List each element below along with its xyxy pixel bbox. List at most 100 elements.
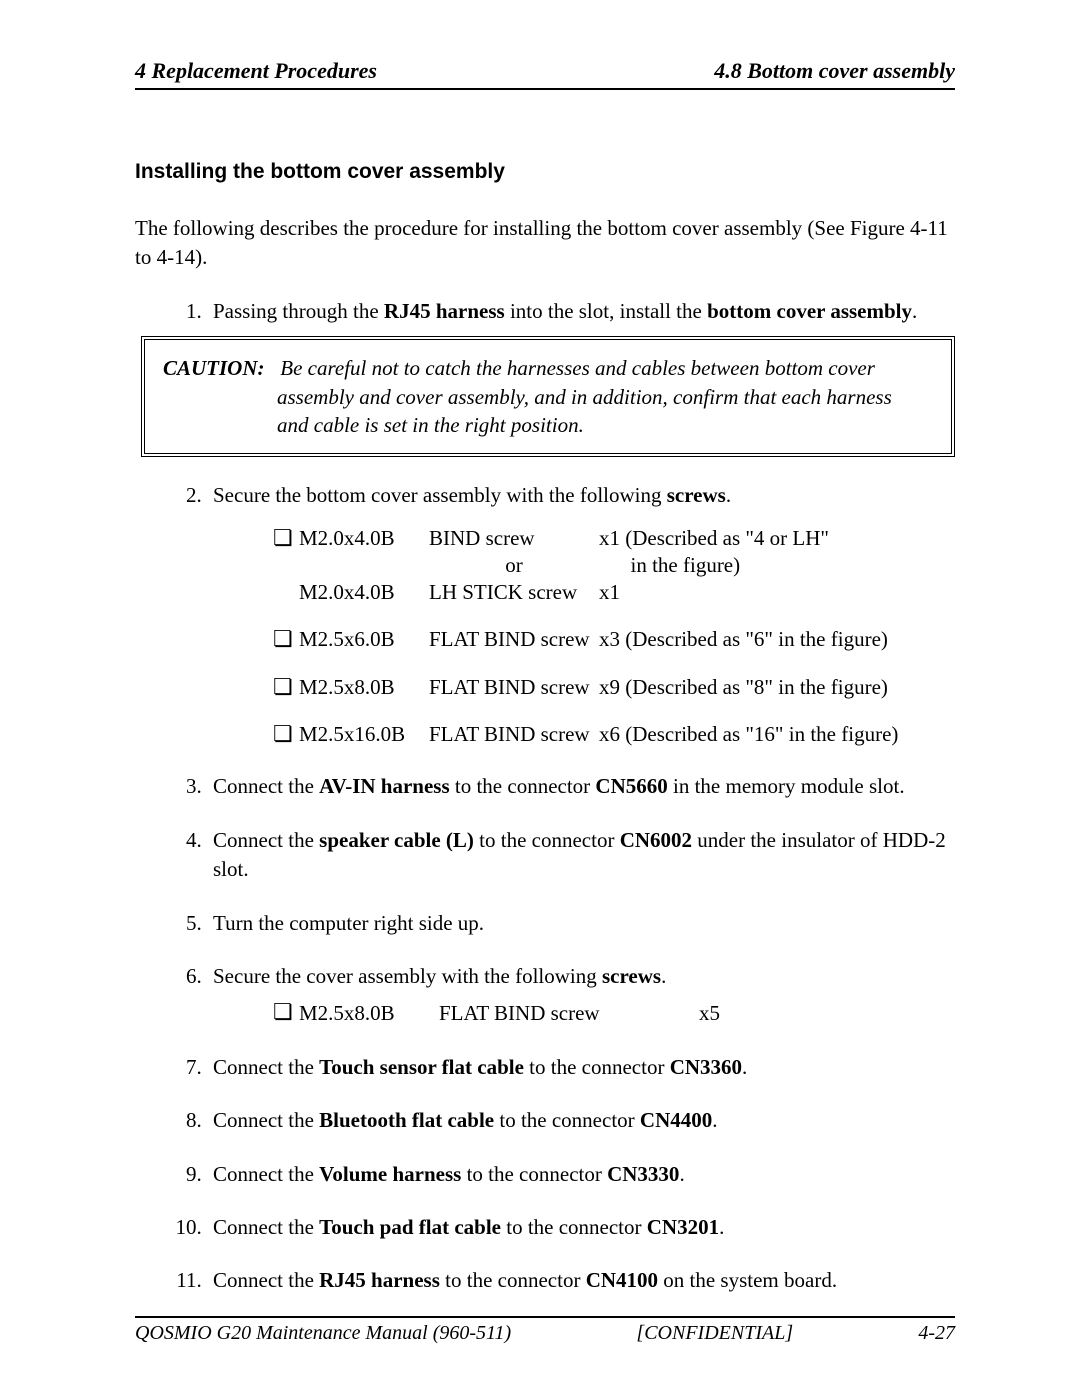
text: to the connector bbox=[501, 1215, 647, 1239]
bold-text: bottom cover assembly bbox=[707, 299, 912, 323]
checkbox-icon: ❏ bbox=[273, 525, 299, 552]
step-6: Secure the cover assembly with the follo… bbox=[207, 962, 955, 1029]
caution-label: CAUTION: bbox=[163, 356, 265, 380]
step-7: Connect the Touch sensor flat cable to t… bbox=[207, 1053, 955, 1082]
text: to the connector bbox=[474, 828, 620, 852]
bold-text: CN4100 bbox=[586, 1268, 658, 1292]
caution-box: CAUTION: Be careful not to catch the har… bbox=[141, 336, 955, 457]
text: Connect the bbox=[213, 1268, 319, 1292]
step-4: Connect the speaker cable (L) to the con… bbox=[207, 826, 955, 885]
text: to the connector bbox=[461, 1162, 607, 1186]
screw-row: ❏ M2.0x4.0B BIND screw x1 (Described as … bbox=[273, 525, 955, 552]
text: Connect the bbox=[213, 774, 319, 798]
text: . bbox=[712, 1108, 717, 1132]
screw-desc: x3 (Described as "6" in the figure) bbox=[599, 626, 955, 653]
intro-paragraph: The following describes the procedure fo… bbox=[135, 214, 955, 273]
screw-row: ❏ M2.5x6.0B FLAT BIND screw x3 (Describe… bbox=[273, 626, 955, 653]
or-label: or bbox=[429, 552, 599, 579]
footer-center: [CONFIDENTIAL] bbox=[636, 1322, 793, 1345]
text: Secure the bottom cover assembly with th… bbox=[213, 483, 667, 507]
spacer bbox=[273, 552, 299, 579]
text: on the system board. bbox=[658, 1268, 837, 1292]
header-left: 4 Replacement Procedures bbox=[135, 58, 377, 84]
caution-text: assembly and cover assembly, and in addi… bbox=[277, 383, 933, 411]
screw-size: M2.5x6.0B bbox=[299, 626, 429, 653]
step-3: Connect the AV-IN harness to the connect… bbox=[207, 772, 955, 801]
screw-row: M2.0x4.0B LH STICK screw x1 bbox=[273, 579, 955, 606]
checkbox-icon: ❏ bbox=[273, 626, 299, 653]
text: to the connector bbox=[524, 1055, 670, 1079]
step-9: Connect the Volume harness to the connec… bbox=[207, 1160, 955, 1189]
bold-text: CN3360 bbox=[670, 1055, 742, 1079]
bold-text: CN5660 bbox=[595, 774, 667, 798]
bold-text: Touch sensor flat cable bbox=[319, 1055, 524, 1079]
footer-left: QOSMIO G20 Maintenance Manual (960-511) bbox=[135, 1322, 511, 1345]
checkbox-icon: ❏ bbox=[273, 674, 299, 701]
step-5: Turn the computer right side up. bbox=[207, 909, 955, 938]
screw-desc: in the figure) bbox=[599, 552, 955, 579]
bold-text: CN6002 bbox=[620, 828, 692, 852]
screw-row: ❏ M2.5x8.0B FLAT BIND screw x9 (Describe… bbox=[273, 674, 955, 701]
screw-size: M2.5x16.0B bbox=[299, 721, 429, 748]
caution-text: and cable is set in the right position. bbox=[277, 411, 933, 439]
screw-type: FLAT BIND screw bbox=[439, 999, 699, 1028]
text: in the memory module slot. bbox=[668, 774, 905, 798]
screw-row: ❏ M2.5x8.0B FLAT BIND screw x5 bbox=[273, 999, 955, 1028]
bold-text: screws bbox=[667, 483, 726, 507]
bold-text: CN3330 bbox=[607, 1162, 679, 1186]
bold-text: speaker cable (L) bbox=[319, 828, 474, 852]
spacer bbox=[273, 579, 299, 606]
text: . bbox=[726, 483, 731, 507]
screw-desc: x1 bbox=[599, 579, 955, 606]
screw-size: M2.5x8.0B bbox=[299, 674, 429, 701]
text: . bbox=[661, 964, 666, 988]
bold-text: screws bbox=[602, 964, 661, 988]
screw-row: ❏ M2.5x16.0B FLAT BIND screw x6 (Describ… bbox=[273, 721, 955, 748]
text: . bbox=[679, 1162, 684, 1186]
screw-desc: x6 (Described as "16" in the figure) bbox=[599, 721, 955, 748]
screw-size: M2.0x4.0B bbox=[299, 525, 429, 552]
text: Connect the bbox=[213, 1055, 319, 1079]
step-2: Secure the bottom cover assembly with th… bbox=[207, 481, 955, 748]
bold-text: Volume harness bbox=[319, 1162, 461, 1186]
text: Turn the computer right side up. bbox=[213, 911, 484, 935]
text: . bbox=[742, 1055, 747, 1079]
text: to the connector bbox=[494, 1108, 640, 1132]
bold-text: CN4400 bbox=[640, 1108, 712, 1132]
section-title: Installing the bottom cover assembly bbox=[135, 160, 955, 184]
screw-type: FLAT BIND screw bbox=[429, 674, 599, 701]
page: 4 Replacement Procedures 4.8 Bottom cove… bbox=[0, 0, 1080, 1397]
bold-text: RJ45 harness bbox=[384, 299, 505, 323]
text: Connect the bbox=[213, 1162, 319, 1186]
screw-desc: x5 bbox=[699, 999, 955, 1028]
screw-type: BIND screw bbox=[429, 525, 599, 552]
text: to the connector bbox=[450, 774, 596, 798]
bold-text: AV-IN harness bbox=[319, 774, 450, 798]
footer-page-number: 4-27 bbox=[918, 1322, 955, 1345]
text: Secure the cover assembly with the follo… bbox=[213, 964, 602, 988]
screw-type: LH STICK screw bbox=[429, 579, 599, 606]
page-footer: QOSMIO G20 Maintenance Manual (960-511) … bbox=[135, 1316, 955, 1345]
text: Connect the bbox=[213, 828, 319, 852]
steps-list: Passing through the RJ45 harness into th… bbox=[135, 297, 955, 1296]
checkbox-icon: ❏ bbox=[273, 999, 299, 1028]
text: . bbox=[719, 1215, 724, 1239]
screw-type: FLAT BIND screw bbox=[429, 626, 599, 653]
text: into the slot, install the bbox=[505, 299, 707, 323]
spacer bbox=[299, 552, 429, 579]
checkbox-icon: ❏ bbox=[273, 721, 299, 748]
step-10: Connect the Touch pad flat cable to the … bbox=[207, 1213, 955, 1242]
bold-text: RJ45 harness bbox=[319, 1268, 440, 1292]
text: . bbox=[912, 299, 917, 323]
caution-text: Be careful not to catch the harnesses an… bbox=[280, 356, 875, 380]
step-8: Connect the Bluetooth flat cable to the … bbox=[207, 1106, 955, 1135]
bold-text: CN3201 bbox=[647, 1215, 719, 1239]
step-1: Passing through the RJ45 harness into th… bbox=[207, 297, 955, 457]
text: Connect the bbox=[213, 1108, 319, 1132]
screw-desc: x9 (Described as "8" in the figure) bbox=[599, 674, 955, 701]
text: Passing through the bbox=[213, 299, 384, 323]
step-11: Connect the RJ45 harness to the connecto… bbox=[207, 1266, 955, 1295]
screw-row: or in the figure) bbox=[273, 552, 955, 579]
page-header: 4 Replacement Procedures 4.8 Bottom cove… bbox=[135, 58, 955, 90]
header-right: 4.8 Bottom cover assembly bbox=[714, 58, 955, 84]
